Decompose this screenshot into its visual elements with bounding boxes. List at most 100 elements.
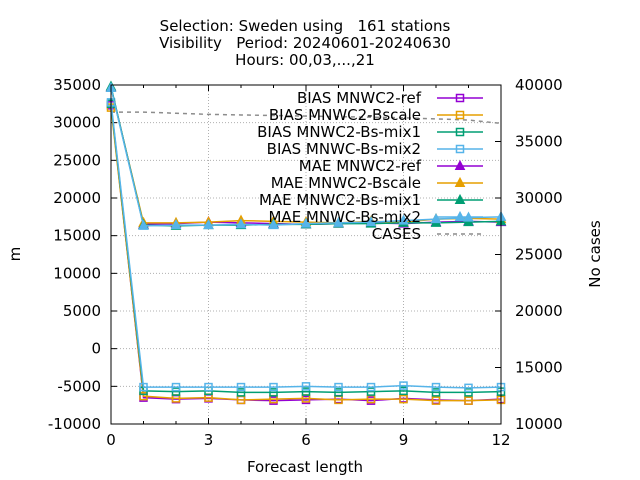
- data-point: [334, 388, 343, 397]
- legend-label: MAE MNWC-Bs-mix2: [268, 208, 421, 226]
- data-point: [301, 387, 311, 396]
- data-point: [399, 381, 408, 390]
- data-point: [170, 219, 182, 230]
- data-point: [236, 388, 246, 397]
- legend-marker: [454, 193, 466, 204]
- data-point: [269, 388, 278, 397]
- y2-tick-label: 35000: [515, 133, 563, 151]
- data-point: [398, 214, 409, 225]
- data-point: [431, 382, 441, 392]
- legend-marker: [455, 93, 465, 103]
- data-point: [138, 219, 149, 230]
- legend-marker: [455, 144, 465, 154]
- y2-tick-label: 15000: [515, 359, 563, 377]
- y-tick-label: 15000: [53, 227, 101, 245]
- legend-item: MAE MNWC-Bs-mix2: [268, 208, 483, 226]
- legend-item: CASES: [372, 225, 483, 243]
- x-tick-label: 12: [491, 431, 510, 449]
- legend-label: BIAS MNWC2-Bscale: [269, 106, 421, 124]
- data-point: [301, 382, 311, 391]
- legend-label: MAE MNWC2-Bscale: [271, 174, 421, 192]
- y-axis-label: m: [6, 247, 24, 262]
- data-point: [204, 382, 213, 392]
- y-tick-label: 0: [91, 340, 101, 358]
- series-3: [106, 98, 506, 393]
- title-line-3: Hours: 00,03,...,21: [235, 51, 375, 69]
- y2-tick-label: 30000: [515, 189, 563, 207]
- title-line-1: Selection: Sweden using 161 stations: [160, 17, 451, 35]
- x-tick-label: 3: [204, 431, 214, 449]
- legend-item: MAE MNWC2-Bs-mix1: [259, 191, 483, 209]
- data-point: [334, 382, 343, 392]
- series-line: [110, 107, 502, 402]
- legend-marker: [454, 159, 466, 170]
- series-line: [110, 103, 502, 394]
- y2-tick-label: 40000: [515, 76, 563, 94]
- series-line: [111, 111, 502, 125]
- data-point: [464, 383, 473, 393]
- data-point: [171, 382, 181, 392]
- data-point: [365, 216, 377, 227]
- title-line-2: Visibility Period: 20240601-20240630: [159, 34, 451, 52]
- legend-marker: [454, 176, 466, 187]
- series-layer: [105, 80, 507, 405]
- series-7: [105, 81, 507, 230]
- legend-item: BIAS MNWC2-Bs-mix1: [257, 123, 483, 141]
- plot-frame: [110, 84, 502, 425]
- data-point: [464, 388, 473, 397]
- series-line: [110, 105, 502, 402]
- x-tick-label: 9: [399, 431, 409, 449]
- data-point: [399, 394, 408, 404]
- legend-label: BIAS MNWC2-ref: [297, 89, 422, 107]
- legend-marker: [454, 210, 466, 221]
- legend-label: BIAS MNWC2-Bs-mix1: [257, 123, 421, 141]
- data-point: [236, 382, 246, 392]
- legend-item: BIAS MNWC-Bs-mix2: [267, 140, 483, 158]
- data-point: [171, 387, 181, 396]
- legend-label: CASES: [372, 225, 421, 243]
- data-point: [139, 391, 148, 401]
- data-point: [203, 219, 214, 230]
- data-point: [139, 382, 148, 392]
- y2-tick-label: 25000: [515, 246, 563, 264]
- data-point: [464, 396, 473, 405]
- axis-ticks: 0 3 6 9 12 -10000 -5000 0 5000 10000 15000 20000 250…: [48, 76, 563, 449]
- data-point: [333, 216, 344, 227]
- legend-label: MAE MNWC2-Bs-mix1: [259, 191, 421, 209]
- series-line: [110, 102, 502, 389]
- y2-tick-label: 10000: [515, 415, 563, 433]
- data-point: [269, 382, 278, 392]
- legend-item: BIAS MNWC2-ref: [297, 89, 483, 107]
- data-point: [431, 396, 441, 405]
- data-point: [366, 387, 376, 396]
- legend-label: BIAS MNWC-Bs-mix2: [267, 140, 421, 158]
- x-tick-label: 6: [301, 431, 311, 449]
- legend-marker: [455, 127, 465, 137]
- y-tick-label: -10000: [48, 415, 101, 433]
- data-point: [399, 386, 408, 396]
- legend-marker: [455, 110, 465, 120]
- data-point: [300, 217, 312, 228]
- y-tick-label: 35000: [53, 76, 101, 94]
- data-point: [430, 213, 442, 224]
- legend-item: BIAS MNWC2-Bscale: [269, 106, 483, 124]
- y-tick-label: 10000: [53, 264, 101, 282]
- x-axis-label: Forecast length: [247, 458, 363, 476]
- y2-tick-label: 20000: [515, 302, 563, 320]
- y-tick-label: -5000: [57, 377, 101, 395]
- data-point: [235, 218, 247, 229]
- y2-axis-label: No cases: [586, 220, 604, 288]
- x-tick-label: 0: [106, 431, 116, 449]
- data-point: [431, 388, 441, 397]
- legend-item: MAE MNWC2-ref: [299, 157, 483, 175]
- series-8: [111, 111, 502, 125]
- legend-item: MAE MNWC2-Bscale: [271, 174, 483, 192]
- y-tick-label: 5000: [63, 302, 101, 320]
- y-tick-label: 25000: [53, 151, 101, 169]
- chart-title: Selection: Sweden using 161 stations Vis…: [159, 17, 451, 69]
- data-point: [268, 219, 279, 230]
- data-point: [366, 382, 376, 392]
- y-tick-label: 30000: [53, 114, 101, 132]
